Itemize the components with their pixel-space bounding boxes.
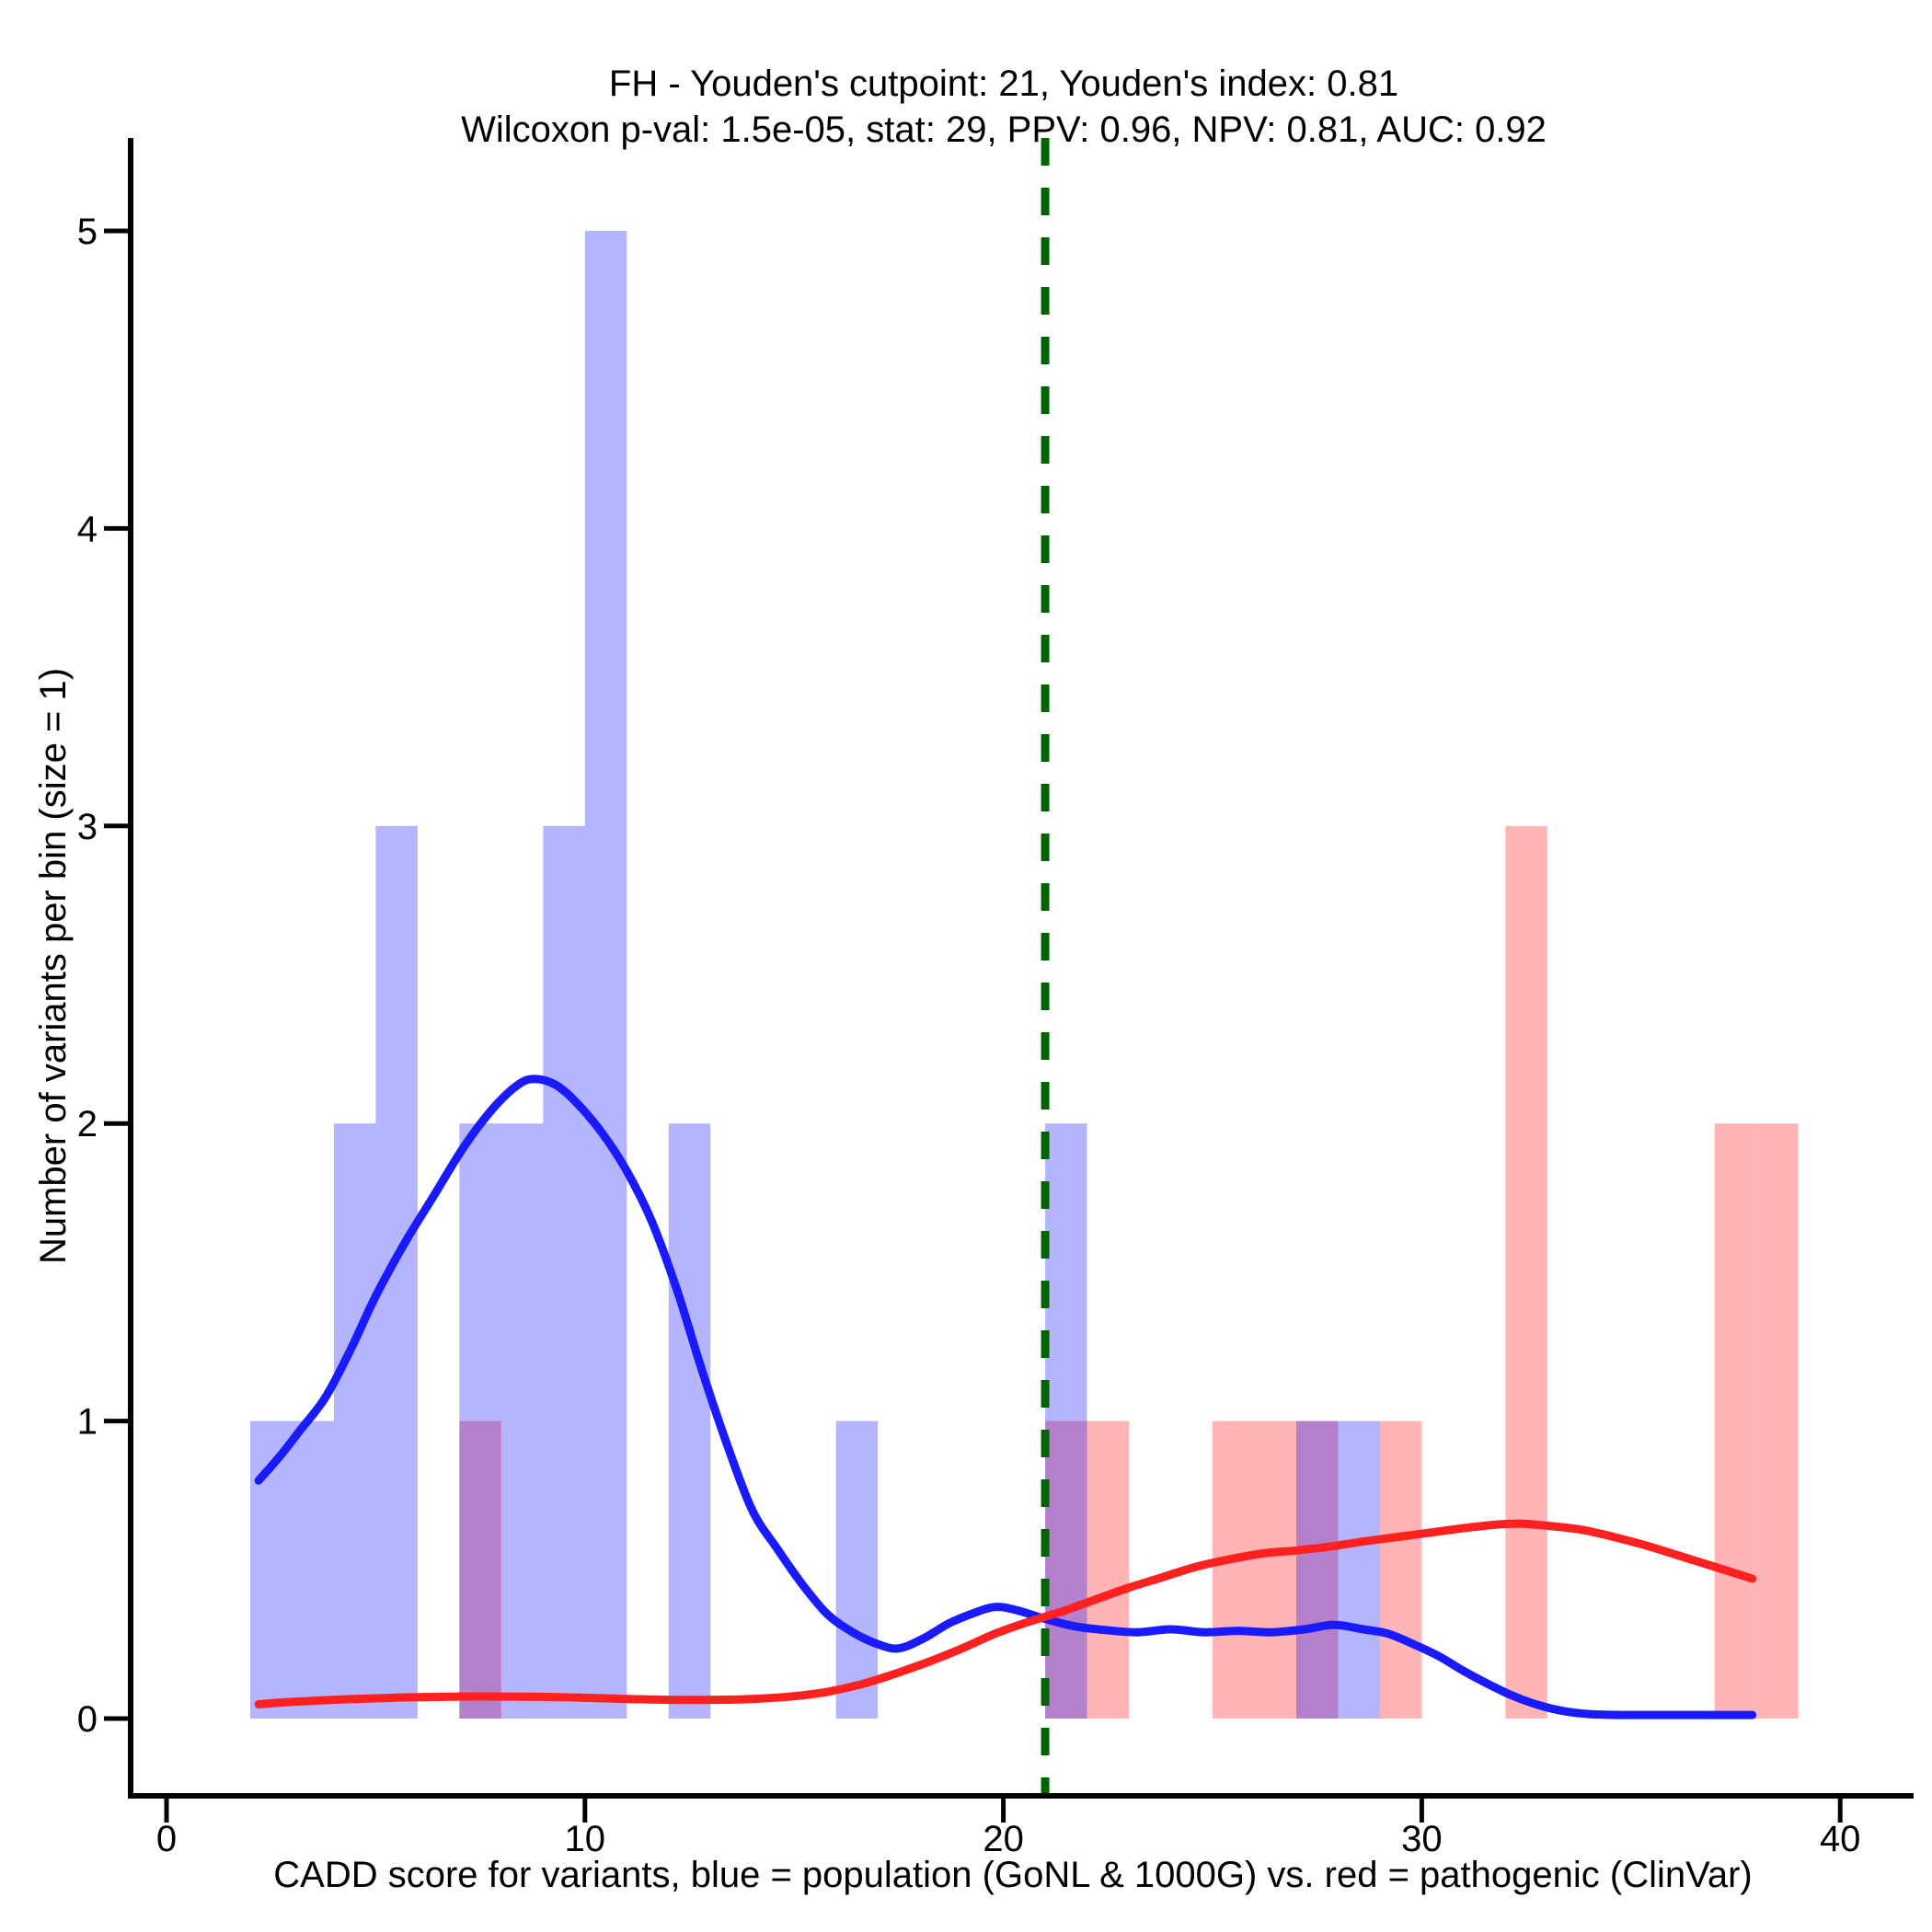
blue-histogram-bar xyxy=(333,1123,376,1719)
x-tick-label: 40 xyxy=(1820,1819,1861,1859)
chart-title: FH - Youden's cutpoint: 21, Youden's ind… xyxy=(131,61,1877,153)
red-histogram-bar xyxy=(459,1420,501,1719)
blue-histogram-bar xyxy=(1338,1420,1380,1719)
y-tick-label: 2 xyxy=(77,1104,98,1144)
blue-histogram-bar xyxy=(1295,1420,1339,1719)
chart-title-line2: Wilcoxon p-val: 1.5e-05, stat: 29, PPV: … xyxy=(461,109,1547,150)
y-tick-label: 1 xyxy=(77,1402,98,1443)
y-tick-label: 4 xyxy=(77,509,98,549)
red-density-curve xyxy=(254,1519,1757,1708)
red-histogram-bar xyxy=(1756,1123,1799,1719)
blue-density-curve xyxy=(254,1075,1757,1719)
red-histogram-bar xyxy=(1505,825,1547,1719)
y-tick-label: 5 xyxy=(77,212,98,252)
x-tick-label: 30 xyxy=(1401,1819,1443,1859)
blue-histogram-bar xyxy=(668,1123,711,1719)
blue-histogram-bar xyxy=(584,231,627,1719)
y-tick-label: 0 xyxy=(77,1699,98,1740)
blue-histogram-bar xyxy=(375,825,418,1719)
blue-histogram-bar xyxy=(292,1420,334,1719)
red-histogram-bar xyxy=(1045,1420,1087,1719)
red-histogram-bar xyxy=(1379,1420,1422,1719)
x-tick-label: 10 xyxy=(565,1819,606,1859)
red-histogram-bar xyxy=(1213,1420,1255,1719)
red-histogram-bar xyxy=(1714,1123,1757,1719)
red-histogram-bar xyxy=(1087,1420,1130,1719)
x-tick-label: 0 xyxy=(156,1819,177,1859)
x-tick-label: 20 xyxy=(983,1819,1024,1859)
blue-histogram-bar xyxy=(459,1123,501,1719)
red-histogram-bar xyxy=(1295,1420,1339,1719)
blue-histogram-bar xyxy=(500,1123,544,1719)
y-tick-label: 3 xyxy=(77,807,98,847)
x-axis-label: CADD score for variants, blue = populati… xyxy=(273,1855,1753,1895)
blue-histogram-bar xyxy=(835,1420,879,1719)
blue-histogram-bar xyxy=(543,825,585,1719)
chart-title-line1: FH - Youden's cutpoint: 21, Youden's ind… xyxy=(608,63,1399,104)
red-histogram-bar xyxy=(1254,1420,1296,1719)
